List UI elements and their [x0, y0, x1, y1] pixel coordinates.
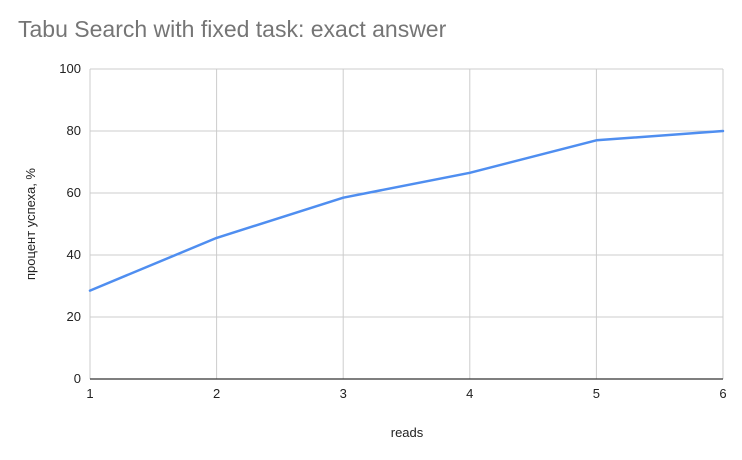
series-line-1: [88, 129, 725, 292]
y-tick-label: 80: [67, 123, 81, 138]
x-tick-label: 3: [340, 386, 347, 401]
y-tick-label: 20: [67, 309, 81, 324]
x-tick-label: 5: [593, 386, 600, 401]
x-axis-title: reads: [391, 425, 424, 440]
y-tick-label: 0: [74, 371, 81, 386]
x-tick-label: 4: [466, 386, 473, 401]
x-tick-label: 1: [86, 386, 93, 401]
y-tick-label: 100: [59, 61, 81, 76]
y-tick-label: 40: [67, 247, 81, 262]
chart-title: Tabu Search with fixed task: exact answe…: [18, 16, 447, 42]
x-tick-label: 6: [719, 386, 726, 401]
x-tick-label: 2: [213, 386, 220, 401]
y-tick-label: 60: [67, 185, 81, 200]
y-axis-title: процент успеха, %: [23, 168, 38, 280]
